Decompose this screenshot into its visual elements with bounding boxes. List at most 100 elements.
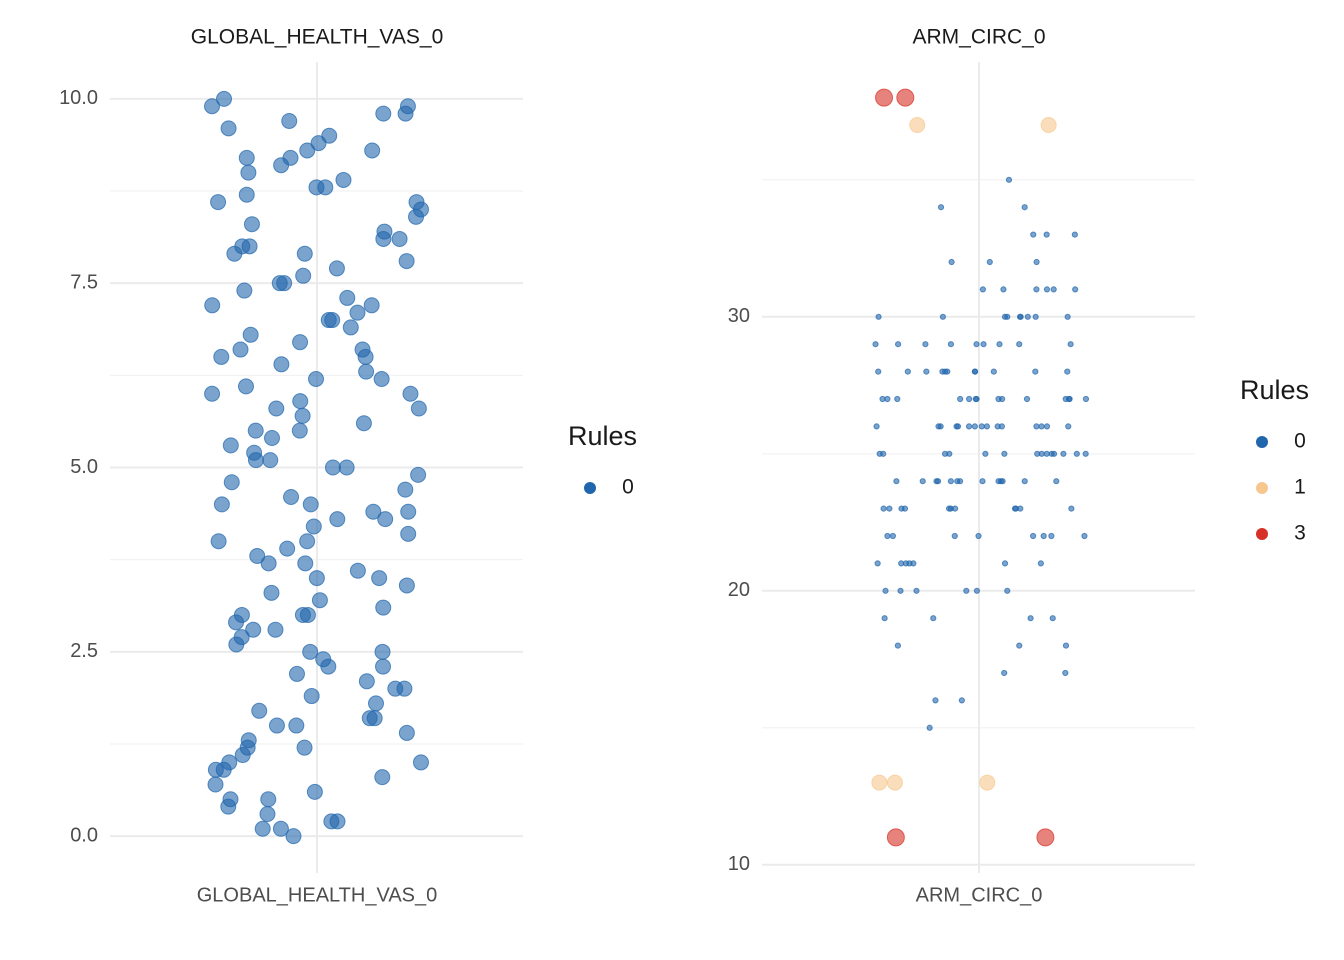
point [375, 658, 392, 675]
point [242, 326, 259, 343]
point [932, 697, 939, 704]
point [373, 371, 390, 388]
point [276, 275, 293, 292]
point [919, 478, 926, 485]
point [357, 348, 374, 365]
point [268, 717, 285, 734]
point [1067, 341, 1074, 348]
point [399, 98, 416, 115]
point [1066, 395, 1073, 403]
point [1038, 423, 1045, 430]
point [937, 204, 945, 211]
point [288, 717, 305, 734]
point [1068, 505, 1075, 512]
point [947, 478, 954, 485]
point [366, 710, 383, 727]
point [292, 334, 309, 351]
point [365, 503, 382, 520]
point [259, 806, 276, 823]
point [923, 368, 930, 375]
point [303, 688, 320, 705]
point [358, 363, 375, 380]
point [909, 117, 926, 134]
legend-label: 1 [1294, 476, 1306, 499]
point [953, 423, 960, 430]
point [294, 407, 311, 424]
point [1024, 313, 1031, 320]
point [210, 533, 227, 550]
legend-label: 3 [1294, 522, 1306, 545]
point [957, 395, 964, 403]
point [922, 341, 929, 348]
point [913, 587, 920, 594]
point [355, 415, 372, 432]
legend-title: Rules [1240, 375, 1309, 405]
point [295, 267, 312, 284]
point [1043, 423, 1051, 430]
point [204, 385, 221, 402]
point [894, 341, 902, 348]
point [971, 423, 978, 430]
point [297, 555, 314, 572]
point [1048, 450, 1055, 457]
point [299, 142, 316, 159]
point [375, 230, 392, 247]
point [1048, 532, 1055, 540]
point [1030, 231, 1037, 238]
point [954, 478, 961, 485]
point [896, 88, 915, 107]
point [1043, 450, 1050, 457]
point [410, 400, 427, 417]
point [204, 297, 221, 314]
legend-label: 0 [1294, 430, 1306, 453]
point [349, 304, 366, 321]
point [1017, 313, 1024, 320]
point [1030, 532, 1037, 540]
point [1005, 176, 1013, 183]
point [247, 422, 264, 439]
point [1023, 395, 1031, 403]
point [363, 297, 380, 314]
point [292, 393, 309, 410]
point [339, 289, 356, 306]
point [299, 533, 316, 550]
point [1064, 313, 1071, 320]
point [223, 474, 240, 491]
point [963, 587, 970, 594]
point [1050, 286, 1057, 293]
point [1033, 286, 1040, 293]
point [402, 385, 419, 402]
point [272, 820, 289, 837]
point [904, 368, 911, 375]
point [1073, 450, 1080, 457]
point [926, 724, 933, 731]
point [980, 341, 987, 348]
point [323, 813, 340, 830]
point [881, 615, 888, 622]
point [238, 378, 255, 395]
y-tick-label: 30 [728, 305, 750, 327]
point [999, 395, 1006, 403]
point [947, 505, 954, 512]
point [939, 313, 947, 320]
point [294, 606, 311, 623]
point [342, 319, 359, 336]
point [1082, 395, 1090, 403]
chart-title: ARM_CIRC_0 [912, 26, 1045, 49]
point [228, 614, 245, 631]
point [1004, 587, 1011, 594]
point [377, 511, 394, 528]
point [996, 341, 1003, 348]
point [978, 423, 985, 430]
point [262, 452, 279, 469]
point [889, 532, 896, 540]
x-tick-label: ARM_CIRC_0 [916, 884, 1043, 906]
point [1049, 615, 1056, 622]
point [222, 437, 239, 454]
point [1064, 368, 1071, 375]
legend-title: Rules [568, 421, 637, 451]
point [238, 186, 255, 203]
point [1062, 642, 1070, 649]
point [216, 90, 233, 107]
point [994, 423, 1001, 430]
